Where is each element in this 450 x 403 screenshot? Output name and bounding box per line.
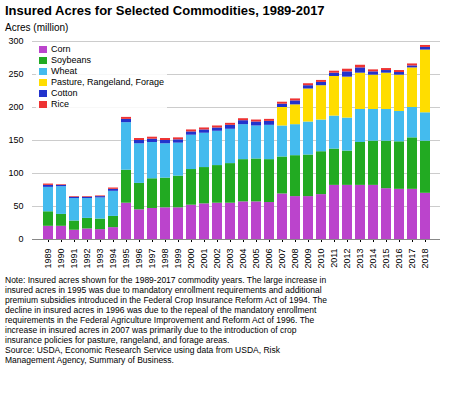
svg-text:2016: 2016 <box>394 249 404 269</box>
svg-text:2003: 2003 <box>225 249 235 269</box>
html-text:Acres (million): Acres (million) <box>5 22 69 33</box>
svg-text:1990: 1990 <box>56 249 66 269</box>
svg-text:1991: 1991 <box>69 249 79 269</box>
svg-text:2009: 2009 <box>303 249 313 269</box>
svg-text:200: 200 <box>8 102 23 112</box>
svg-text:100: 100 <box>8 168 23 178</box>
html-text:Wheat: Wheat <box>51 66 77 76</box>
svg-text:2008: 2008 <box>290 249 300 269</box>
svg-text:2002: 2002 <box>212 249 222 269</box>
html-text:increase in insured acres in 2: increase in insured acres in 2007 was pr… <box>5 325 297 335</box>
svg-text:300: 300 <box>8 36 23 46</box>
svg-text:1998: 1998 <box>160 249 170 269</box>
svg-text:1989: 1989 <box>43 249 53 269</box>
html-text:Pasture, Rangeland, Forage: Pasture, Rangeland, Forage <box>51 77 165 87</box>
svg-text:50: 50 <box>13 201 23 211</box>
html-text:Soybeans: Soybeans <box>51 55 91 65</box>
svg-text:2011: 2011 <box>329 249 339 268</box>
svg-text:2007: 2007 <box>277 249 287 269</box>
svg-text:2000: 2000 <box>186 249 196 269</box>
svg-text:2005: 2005 <box>251 249 261 269</box>
svg-text:2001: 2001 <box>199 249 209 269</box>
svg-text:1994: 1994 <box>108 249 118 269</box>
html-text:insured acres in 1995 was due: insured acres in 1995 was due to mandato… <box>5 285 322 295</box>
svg-text:2015: 2015 <box>381 249 391 269</box>
svg-text:2017: 2017 <box>407 249 417 269</box>
html-text:Cotton: Cotton <box>51 88 78 98</box>
html-text:Rice: Rice <box>51 99 69 109</box>
svg-text:150: 150 <box>8 135 23 145</box>
svg-text:2013: 2013 <box>355 249 365 269</box>
html-text:requirements in the Federal Ag: requirements in the Federal Agriculture … <box>5 315 315 325</box>
svg-text:1995: 1995 <box>121 249 131 269</box>
html-text:Note: Insured acres shown for: Note: Insured acres shown for the 1989-2… <box>5 275 327 285</box>
html-text:Source: USDA, Economic Researc: Source: USDA, Economic Research Service … <box>5 345 280 355</box>
svg-text:250: 250 <box>8 69 23 79</box>
svg-text:1992: 1992 <box>82 249 92 269</box>
html-text:Insured Acres for Selected Com: Insured Acres for Selected Commodities, … <box>5 3 325 18</box>
svg-text:1997: 1997 <box>147 249 157 269</box>
svg-text:2012: 2012 <box>342 249 352 269</box>
svg-text:1996: 1996 <box>134 249 144 269</box>
svg-text:2018: 2018 <box>420 249 430 269</box>
svg-text:2010: 2010 <box>316 249 326 269</box>
svg-text:2014: 2014 <box>368 249 378 269</box>
svg-text:2006: 2006 <box>264 249 274 269</box>
svg-text:2004: 2004 <box>238 249 248 269</box>
html-text:decline in insured acres in 19: decline in insured acres in 1996 was due… <box>5 305 317 315</box>
svg-text:1993: 1993 <box>95 249 105 269</box>
html-text:insurance policies for pasture: insurance policies for pasture, rangelan… <box>5 335 230 345</box>
html-text:premium subsidies introduced i: premium subsidies introduced in the Fede… <box>5 295 328 305</box>
html-text:Management Agency, Summary of: Management Agency, Summary of Business. <box>5 355 174 365</box>
svg-text:0: 0 <box>18 234 23 244</box>
svg-text:1999: 1999 <box>173 249 183 269</box>
html-text:Corn: Corn <box>51 44 71 54</box>
